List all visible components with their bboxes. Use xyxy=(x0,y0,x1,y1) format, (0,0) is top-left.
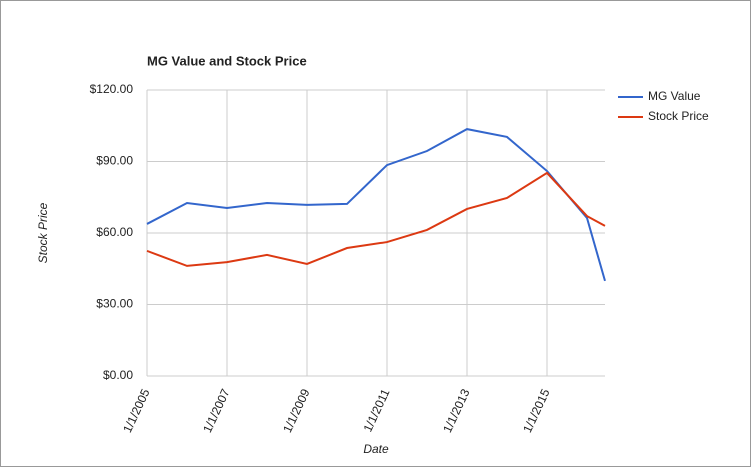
series-line xyxy=(146,128,606,282)
x-axis-label: Date xyxy=(363,442,389,456)
series-line xyxy=(146,171,606,267)
y-tick-label: $90.00 xyxy=(96,154,133,168)
y-axis-label: Stock Price xyxy=(36,202,50,263)
legend-label: MG Value xyxy=(648,89,701,103)
y-tick-label: $30.00 xyxy=(96,297,133,311)
y-tick-label: $60.00 xyxy=(96,225,133,239)
legend-label: Stock Price xyxy=(648,109,709,123)
chart-title: MG Value and Stock Price xyxy=(147,53,307,68)
y-tick-label: $0.00 xyxy=(103,368,133,382)
y-tick-label: $120.00 xyxy=(90,82,134,96)
